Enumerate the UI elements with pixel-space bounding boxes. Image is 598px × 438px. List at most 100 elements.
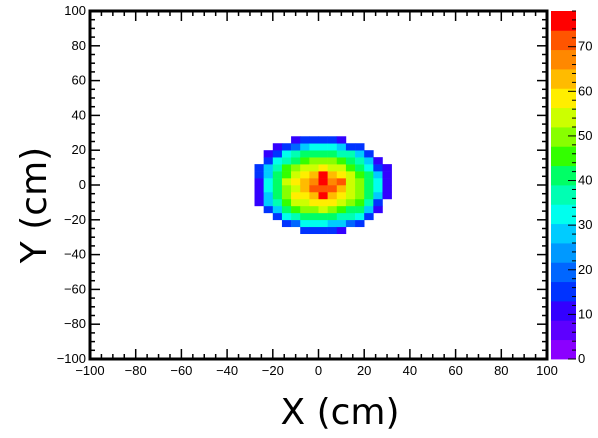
heatmap-cell [336, 212, 347, 221]
x-axis-ticks: −100 −80 −60 −40 −20 0 20 40 60 80 100 [75, 11, 558, 378]
heatmap-cell [263, 191, 274, 200]
colorbar-segment [551, 107, 576, 128]
heatmap-cell [345, 205, 356, 214]
heatmap-cell [272, 198, 283, 207]
heatmap-cell [254, 198, 264, 207]
colorbar-tick-label: 60 [578, 83, 592, 98]
heatmap-cell [281, 205, 292, 214]
colorbar-segment [551, 11, 576, 31]
heatmap-cell [355, 143, 365, 151]
heatmap-cell [382, 164, 392, 172]
colorbar-segment [551, 88, 576, 109]
heatmap-cell [272, 157, 283, 165]
colorbar-segment [551, 223, 576, 244]
heatmap-cell [327, 143, 338, 151]
heatmap-cell [263, 157, 274, 165]
heatmap-cell [291, 219, 301, 228]
heatmap-cell [254, 164, 264, 172]
heatmap-cell [309, 164, 319, 172]
heatmap-cell [364, 191, 374, 200]
heatmap-cell [291, 198, 301, 207]
x-tick-label: −60 [170, 363, 192, 378]
heatmap-cell [281, 143, 292, 151]
colorbar-segment [551, 281, 576, 302]
y-tick-label: −60 [64, 281, 86, 296]
heatmap-cell [318, 226, 328, 235]
heatmap-cell [300, 157, 310, 165]
heatmap-cell [254, 191, 264, 200]
heatmap-cell [345, 212, 356, 221]
heatmap-cell [327, 150, 338, 158]
heatmap-cell [281, 178, 292, 186]
heatmap-cell [300, 191, 310, 200]
x-tick-label: −20 [262, 363, 284, 378]
heatmap-cell [336, 143, 347, 151]
heatmap-cell [355, 198, 365, 207]
heatmap-cell [355, 212, 365, 221]
heatmap-cell [345, 171, 356, 179]
heatmap-cell [373, 164, 383, 172]
heatmap-cell [300, 219, 310, 228]
heatmap-cell [300, 178, 310, 186]
heatmap-cell [309, 212, 319, 221]
heatmap-cell [272, 143, 283, 151]
heatmap-cell [373, 198, 383, 207]
heatmap-cell [272, 171, 283, 179]
heatmap-cell [263, 185, 274, 193]
colorbar-segment [551, 301, 576, 321]
heatmap-cell [272, 191, 283, 200]
heatmap-cell [355, 178, 365, 186]
heatmap-cell [373, 205, 383, 214]
heatmap-cell [336, 178, 347, 186]
heatmap-cell [318, 150, 328, 158]
heatmap-cell [364, 178, 374, 186]
heatmap-cell [309, 143, 319, 151]
heatmap-cell [309, 226, 319, 235]
heatmap-cell [355, 171, 365, 179]
heatmap-cell [300, 143, 310, 151]
heatmap-cell [281, 212, 292, 221]
heatmap-cell [345, 143, 356, 151]
heatmap-cell [327, 191, 338, 200]
y-tick-label: 20 [72, 142, 86, 157]
x-tick-label: 100 [536, 363, 558, 378]
colorbar-tick-label: 40 [578, 173, 592, 188]
heatmap-cell [272, 164, 283, 172]
heatmap-cell [300, 198, 310, 207]
heatmap-cell [327, 178, 338, 186]
heatmap-cell [300, 150, 310, 158]
heatmap-cell [318, 171, 328, 179]
heatmap-cell [263, 164, 274, 172]
heatmap-cell [336, 171, 347, 179]
heatmap-cell [327, 205, 338, 214]
heatmap-cell [327, 171, 338, 179]
heatmap-cell [327, 219, 338, 228]
heatmap-cell [263, 171, 274, 179]
heatmap-cell [364, 198, 374, 207]
heatmap-cell [364, 150, 374, 158]
colorbar-tick-label: 10 [578, 306, 592, 321]
heatmap-cell [364, 157, 374, 165]
y-tick-label: 60 [72, 73, 86, 88]
colorbar-segment [551, 339, 576, 360]
heatmap-cell [309, 198, 319, 207]
y-tick-label: −80 [64, 316, 86, 331]
heatmap-cell [373, 185, 383, 193]
heatmap-cell [345, 157, 356, 165]
heatmap-cell [300, 164, 310, 172]
heatmap-cell [364, 164, 374, 172]
x-tick-label: 0 [315, 363, 322, 378]
heatmap-cell [336, 226, 347, 235]
colorbar: 0 10 20 30 40 50 60 70 [551, 10, 592, 366]
colorbar-segment [551, 165, 576, 186]
heatmap-cell [318, 136, 328, 144]
heatmap-cell [309, 185, 319, 193]
x-axis-title: X (cm) [280, 392, 399, 433]
heatmap-cell [291, 171, 301, 179]
colorbar-segment [551, 69, 576, 89]
heatmap-cell [291, 191, 301, 200]
colorbar-tick-label: 30 [578, 217, 592, 232]
heatmap-cell [263, 205, 274, 214]
heatmap-cell [318, 219, 328, 228]
